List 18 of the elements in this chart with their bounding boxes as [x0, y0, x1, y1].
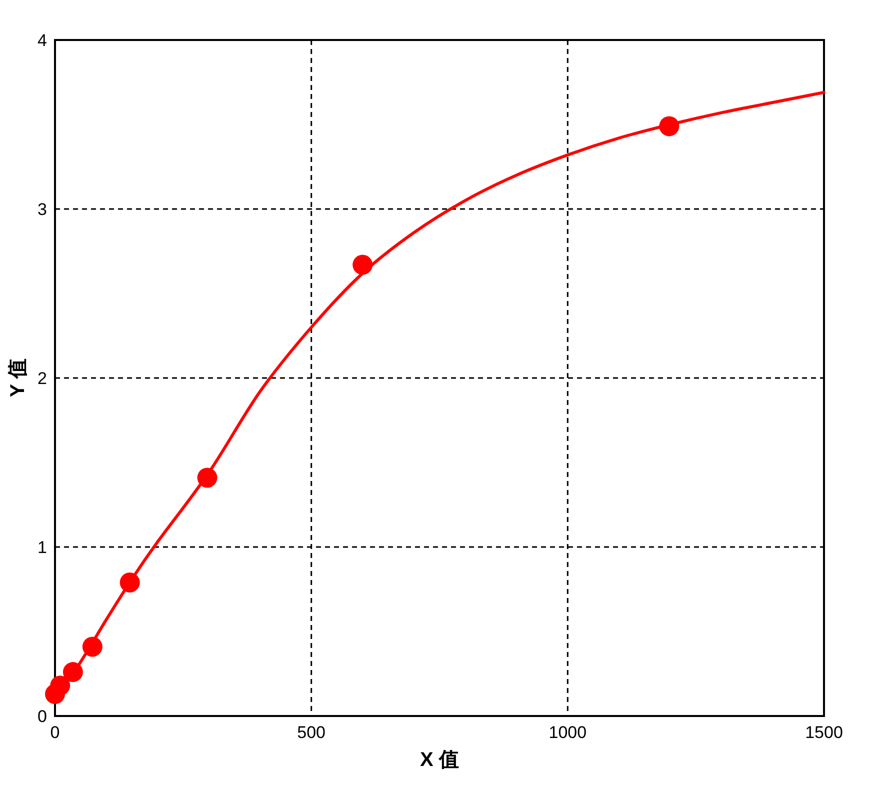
y-tick-label: 0 [38, 707, 47, 726]
point [120, 572, 140, 592]
point [659, 116, 680, 136]
point [197, 468, 218, 488]
x-axis-title: X 值 [420, 749, 459, 771]
y-tick-label: 1 [38, 538, 47, 557]
point [352, 254, 373, 275]
point [82, 636, 102, 657]
y-axis-title: Y 值 [7, 358, 29, 398]
x-tick-label: 1500 [805, 723, 843, 742]
y-tick-label: 2 [38, 369, 47, 388]
y-tick-label: 4 [38, 31, 47, 50]
point [62, 662, 83, 682]
y-tick-label: 3 [38, 200, 47, 219]
x-tick-label: 1000 [548, 723, 587, 742]
x-tick-label: 0 [50, 723, 60, 742]
x-tick-label: 500 [297, 723, 326, 742]
point [50, 676, 70, 696]
